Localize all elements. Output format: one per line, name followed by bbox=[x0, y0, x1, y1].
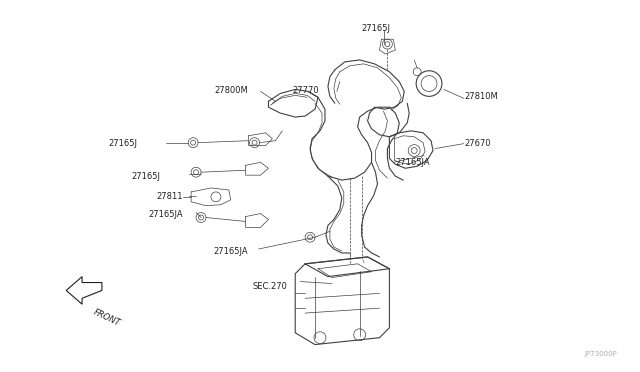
Text: 27165J: 27165J bbox=[132, 172, 161, 181]
Text: 27670: 27670 bbox=[465, 139, 492, 148]
Text: 27810M: 27810M bbox=[465, 92, 499, 102]
Text: 27165JA: 27165JA bbox=[148, 210, 183, 219]
Text: 27770: 27770 bbox=[292, 86, 319, 94]
Text: SEC.270: SEC.270 bbox=[253, 282, 287, 291]
Text: 27165J: 27165J bbox=[362, 25, 390, 33]
Text: 27165JA: 27165JA bbox=[213, 247, 248, 256]
Text: 27811: 27811 bbox=[156, 192, 183, 201]
Text: 27165JA: 27165JA bbox=[396, 158, 430, 167]
Text: FRONT: FRONT bbox=[92, 308, 122, 328]
Text: 27800M: 27800M bbox=[214, 86, 248, 94]
Text: 27165J: 27165J bbox=[109, 139, 138, 148]
Text: JP73000P: JP73000P bbox=[585, 352, 618, 357]
